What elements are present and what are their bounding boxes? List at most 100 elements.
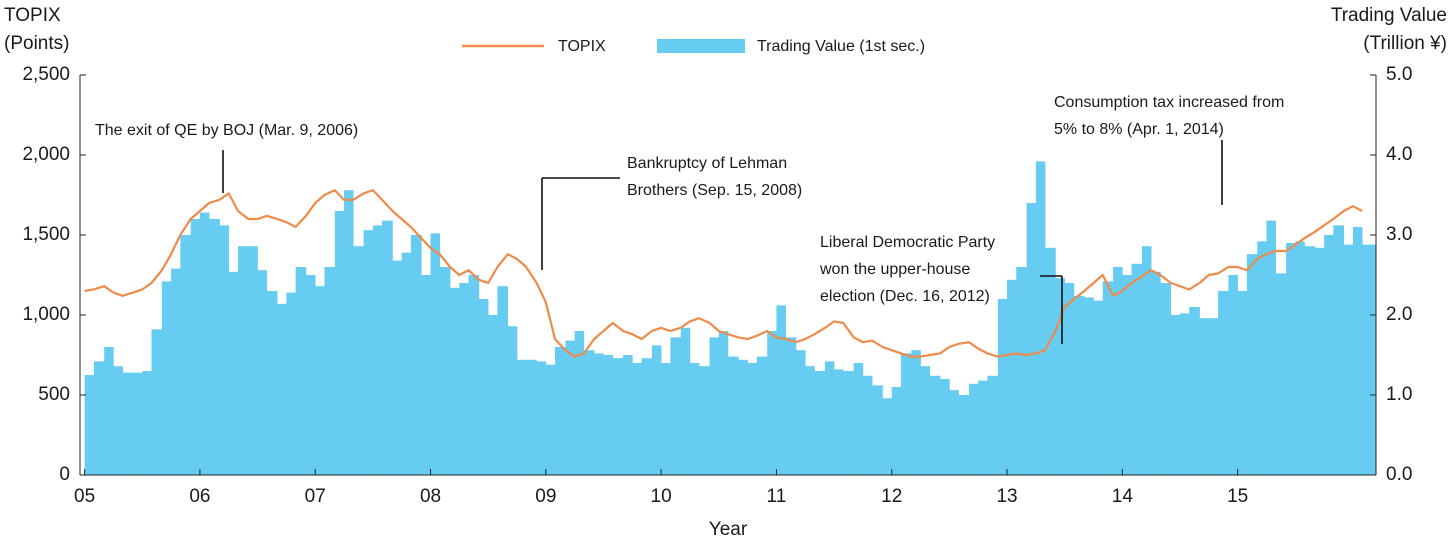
legend-swatch: [657, 39, 745, 53]
bar: [1324, 235, 1334, 475]
bar: [450, 287, 460, 475]
bar: [295, 267, 307, 475]
bar: [900, 353, 912, 475]
bar: [940, 379, 950, 475]
y2-title: (Trillion ¥): [1363, 33, 1447, 54]
x-tick-label: 05: [74, 486, 95, 507]
bar: [738, 359, 748, 475]
bar: [84, 375, 95, 475]
bar: [651, 345, 662, 475]
bar: [459, 283, 469, 475]
bar: [776, 305, 786, 475]
bar: [324, 267, 336, 475]
y2-tick-label: 5.0: [1386, 64, 1412, 85]
x-tick-label: 15: [1227, 486, 1248, 507]
bar: [1084, 297, 1094, 475]
bar: [277, 303, 287, 475]
bar: [488, 315, 498, 475]
annotation: Liberal Democratic Party: [820, 234, 995, 251]
bar: [1170, 315, 1181, 475]
bar: [853, 363, 864, 475]
bar: [834, 369, 844, 475]
x-title: Year: [709, 519, 748, 540]
annotation: Brothers (Sep. 15, 2008): [627, 182, 802, 199]
annotation: won the upper-house: [819, 261, 970, 278]
bar: [814, 371, 826, 475]
bar: [767, 331, 777, 475]
bar: [1228, 275, 1238, 475]
bar: [747, 363, 758, 475]
bar: [507, 326, 518, 475]
bar: [353, 246, 364, 475]
bar: [641, 358, 653, 475]
bar: [929, 375, 941, 475]
bar: [1035, 161, 1046, 475]
annotation: Bankruptcy of Lehman: [627, 155, 787, 172]
bar: [266, 291, 278, 475]
bar: [468, 275, 480, 475]
bar: [1045, 247, 1056, 475]
bar: [286, 292, 296, 475]
y-tick-label: 0: [59, 464, 70, 485]
x-tick-label: 10: [651, 486, 672, 507]
bar: [1295, 241, 1305, 475]
bar: [1093, 300, 1104, 475]
bar: [228, 271, 239, 475]
y2-title: Trading Value: [1331, 5, 1447, 26]
bar: [718, 331, 729, 475]
y2-tick-label: 1.0: [1386, 384, 1412, 405]
bar: [1160, 283, 1172, 475]
bar: [1246, 254, 1258, 475]
legend-label: TOPIX: [558, 38, 606, 55]
bar: [709, 337, 720, 475]
y-title: TOPIX: [4, 5, 61, 26]
bar: [968, 383, 979, 475]
bar: [796, 350, 806, 475]
bar: [516, 359, 527, 475]
x-tick-label: 14: [1112, 486, 1134, 507]
annotation: The exit of QE by BOJ (Mar. 9, 2006): [95, 122, 358, 139]
bar: [1102, 281, 1114, 475]
bar: [545, 364, 556, 475]
bar: [122, 372, 134, 475]
annotation: 5% to 8% (Apr. 1, 2014): [1054, 121, 1224, 138]
bar: [497, 286, 509, 475]
bar: [344, 190, 354, 475]
y2-tick-label: 0.0: [1386, 464, 1412, 485]
bar: [1016, 267, 1027, 475]
bar: [1286, 243, 1296, 475]
bar: [1208, 318, 1219, 475]
y2-tick-label: 4.0: [1386, 144, 1412, 165]
bar: [1199, 318, 1210, 475]
bar: [805, 366, 815, 475]
x-tick-label: 12: [881, 486, 902, 507]
bar: [872, 385, 883, 475]
x-tick-label: 08: [420, 486, 441, 507]
x-tick-label: 13: [996, 486, 1017, 507]
bar: [594, 353, 604, 475]
bar: [536, 361, 547, 475]
bar: [1275, 273, 1287, 475]
bar: [911, 350, 921, 475]
y-tick-label: 1,500: [22, 224, 70, 245]
x-tick-label: 07: [305, 486, 326, 507]
bar: [363, 230, 374, 475]
bar: [670, 337, 682, 475]
bar: [949, 390, 959, 475]
bar: [891, 387, 902, 475]
bar: [219, 225, 230, 475]
bar: [1218, 291, 1229, 475]
y-tick-label: 2,000: [22, 144, 70, 165]
bar: [315, 286, 325, 475]
bar: [612, 358, 624, 475]
bar: [93, 361, 105, 475]
bar: [257, 270, 268, 475]
y-tick-label: 1,000: [22, 304, 70, 325]
bar: [421, 275, 431, 475]
bar: [824, 361, 835, 475]
bar: [401, 252, 412, 475]
y-tick-label: 500: [38, 384, 70, 405]
bar: [161, 281, 172, 475]
bar: [1333, 225, 1345, 475]
